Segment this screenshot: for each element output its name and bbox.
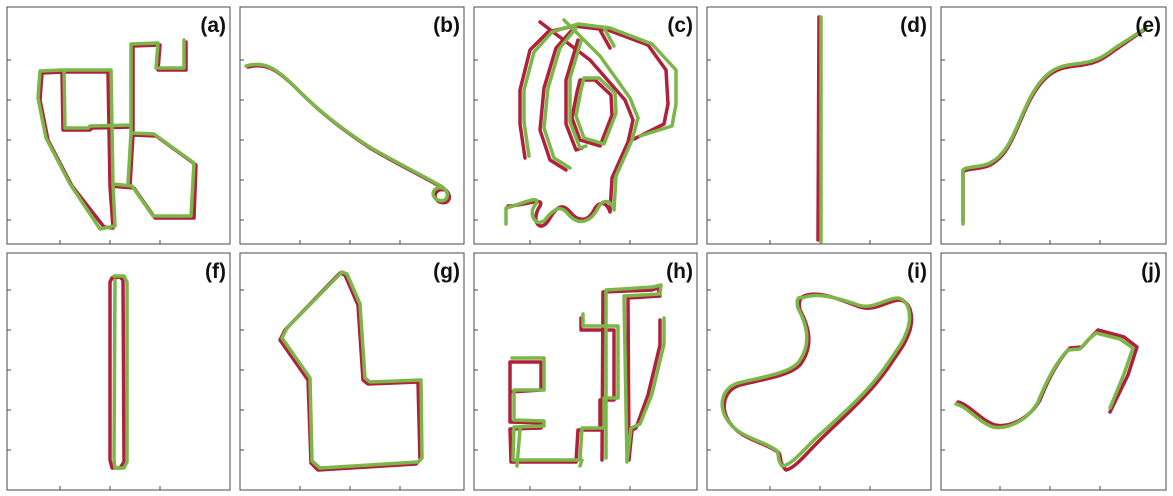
panel-g: (g) bbox=[239, 252, 465, 491]
panel-e-label: (e) bbox=[1135, 14, 1161, 37]
panel-h-frame bbox=[473, 252, 698, 491]
panel-g-label: (g) bbox=[433, 260, 460, 283]
panel-i-estimated-path bbox=[720, 293, 912, 468]
panel-f: (f) bbox=[6, 252, 231, 491]
panel-g-ticks bbox=[240, 289, 401, 490]
panel-h-estimated-path bbox=[510, 283, 666, 468]
panel-j-ticks bbox=[941, 289, 1101, 490]
panel-c-estimated-path bbox=[504, 18, 678, 226]
panel-c-ticks bbox=[474, 59, 631, 244]
panel-f-estimated-path bbox=[112, 274, 129, 470]
panel-a-ground-truth-path bbox=[38, 40, 198, 230]
panel-j-label: (j) bbox=[1141, 260, 1161, 283]
panel-d-label: (d) bbox=[900, 14, 927, 37]
panel-g-estimated-path bbox=[280, 270, 424, 470]
panel-j: (j) bbox=[940, 252, 1167, 491]
panel-b-frame bbox=[239, 6, 465, 245]
panel-h-ticks bbox=[474, 289, 631, 490]
panel-i: (i) bbox=[706, 252, 932, 491]
panel-i-frame bbox=[706, 252, 932, 491]
panel-c: (c) bbox=[473, 6, 698, 245]
panel-f-frame bbox=[6, 252, 231, 491]
panel-i-ticks bbox=[707, 289, 871, 490]
panel-b: (b) bbox=[239, 6, 465, 245]
panel-h: (h) bbox=[473, 252, 698, 491]
panel-b-estimated-path bbox=[244, 62, 450, 203]
panel-b-label: (b) bbox=[433, 14, 460, 37]
panel-a-ticks bbox=[7, 59, 161, 244]
panel-c-label: (c) bbox=[667, 14, 693, 37]
panel-j-estimated-path bbox=[954, 331, 1135, 430]
panel-a-estimated-path bbox=[36, 38, 196, 231]
panel-d-ground-truth-path bbox=[816, 15, 821, 242]
panel-e-estimated-path bbox=[961, 26, 1148, 226]
panel-e-ticks bbox=[941, 59, 1101, 244]
panel-i-label: (i) bbox=[907, 260, 927, 283]
panel-a-label: (a) bbox=[200, 14, 226, 37]
panel-f-ticks bbox=[7, 289, 161, 490]
panel-f-label: (f) bbox=[205, 260, 226, 283]
panel-a: (a) bbox=[6, 6, 231, 245]
panel-b-ticks bbox=[240, 59, 401, 244]
panel-d: (d) bbox=[706, 6, 932, 245]
panel-h-label: (h) bbox=[666, 260, 693, 283]
panel-e-frame bbox=[940, 6, 1167, 245]
panel-e: (e) bbox=[940, 6, 1167, 245]
panel-c-ground-truth-path bbox=[506, 20, 670, 228]
